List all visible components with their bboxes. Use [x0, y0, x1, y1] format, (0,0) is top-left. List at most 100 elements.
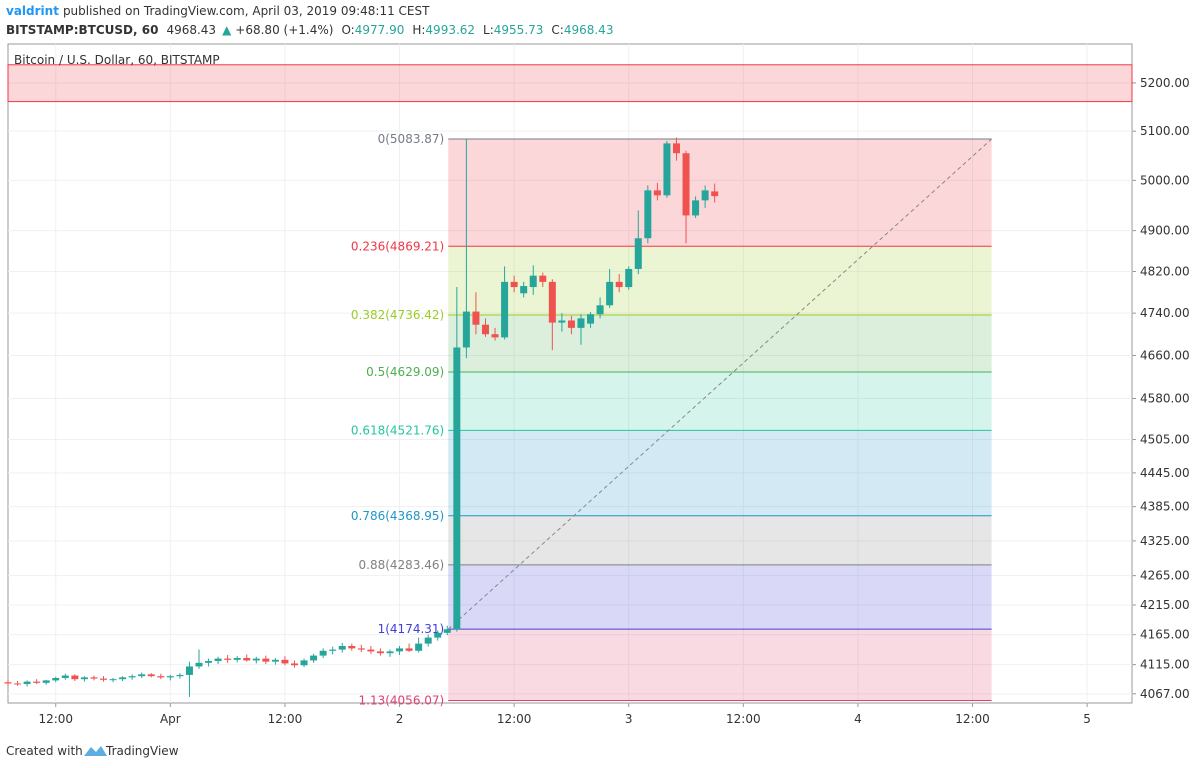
- ohlc-value: 4993.62: [425, 23, 475, 37]
- candle-body: [157, 676, 165, 678]
- y-tick-label: 5000.00: [1140, 173, 1190, 187]
- candle-body: [61, 675, 69, 678]
- fib-zone: [448, 629, 992, 701]
- candle-body: [596, 305, 604, 315]
- candle-body: [415, 643, 423, 651]
- candle-body: [491, 334, 499, 338]
- candle-body: [501, 281, 509, 338]
- footer-brand: TradingView: [105, 744, 179, 758]
- ohlc-value: 4977.90: [355, 23, 405, 37]
- candle-body: [692, 200, 700, 216]
- x-tick-label: Apr: [160, 712, 181, 726]
- candle-body: [711, 191, 719, 197]
- candle-body: [147, 674, 155, 677]
- ohlc-value: 4955.73: [494, 23, 544, 37]
- fib-zone: [448, 564, 992, 630]
- candle-body: [606, 281, 614, 306]
- x-tick-label: 2: [396, 712, 404, 726]
- x-tick-label: 12:00: [268, 712, 303, 726]
- candle-body: [577, 318, 585, 328]
- candle-body: [644, 190, 652, 239]
- x-tick-label: 3: [625, 712, 633, 726]
- candle-body: [128, 676, 136, 678]
- candle-body: [214, 658, 222, 662]
- candle-body: [166, 676, 174, 678]
- candle-body: [14, 683, 22, 685]
- y-tick-label: 5100.00: [1140, 124, 1190, 138]
- ohlc-label: H:: [412, 23, 425, 37]
- y-tick-label: 4580.00: [1140, 392, 1190, 406]
- candle-body: [205, 661, 213, 663]
- fib-zone: [448, 430, 992, 516]
- candle-body: [653, 190, 661, 196]
- candle-body: [367, 649, 375, 652]
- candle-body: [138, 674, 146, 677]
- x-tick-label: 5: [1083, 712, 1091, 726]
- fib-label: 1.13(4056.07): [359, 694, 445, 708]
- fib-label: 1(4174.31): [378, 622, 445, 636]
- fib-label: 0.618(4521.76): [351, 423, 444, 437]
- published: published on TradingView.com, April 03, …: [63, 4, 430, 18]
- user: valdrint: [6, 4, 59, 18]
- footer-created: Created with: [6, 744, 83, 758]
- y-tick-label: 4165.00: [1140, 628, 1190, 642]
- candle-body: [99, 678, 107, 680]
- candle-body: [443, 629, 451, 633]
- candle-body: [701, 190, 709, 201]
- candle-body: [290, 663, 298, 666]
- candle-body: [300, 660, 308, 666]
- candle-body: [233, 658, 241, 660]
- candle-body: [625, 268, 633, 288]
- tv-logo: [84, 746, 107, 756]
- ohlc-label: L:: [483, 23, 494, 37]
- candle-body: [510, 281, 518, 288]
- symbol-line: BITSTAMP:BTCUSD, 60 4968.43 ▲ +68.80 (+1.4%…: [6, 23, 613, 37]
- price-zone: [7, 64, 1133, 103]
- x-tick-label: 4: [854, 712, 862, 726]
- candle-body: [529, 275, 537, 288]
- candle-body: [396, 648, 404, 652]
- candle-body: [376, 651, 384, 654]
- candle-body: [271, 659, 279, 662]
- candle-body: [243, 658, 251, 661]
- candle-body: [520, 286, 528, 294]
- y-tick-label: 4325.00: [1140, 534, 1190, 548]
- last-price: 4968.43: [166, 23, 216, 37]
- candle-body: [453, 347, 461, 630]
- candle-body: [4, 682, 12, 684]
- y-tick-label: 5200.00: [1140, 76, 1190, 90]
- fib-zone: [448, 372, 992, 431]
- fib-zone: [448, 139, 992, 247]
- fib-trend: [447, 138, 992, 630]
- candle-body: [52, 677, 60, 681]
- ohlc-label: O:: [341, 23, 354, 37]
- candle-body: [587, 314, 595, 324]
- candle-body: [682, 153, 690, 216]
- candle-body: [310, 655, 318, 661]
- fib-label: 0.236(4869.21): [351, 239, 444, 253]
- y-tick-label: 4900.00: [1140, 224, 1190, 238]
- candle-body: [80, 677, 88, 680]
- fib-zone: [448, 515, 992, 565]
- fib-label: 0.786(4368.95): [351, 509, 444, 523]
- y-tick-label: 4215.00: [1140, 598, 1190, 612]
- candle-body: [348, 645, 356, 649]
- change: +68.80 (+1.4%): [235, 23, 333, 37]
- candle-body: [634, 238, 642, 269]
- x-tick-label: 12:00: [726, 712, 761, 726]
- y-tick-label: 4385.00: [1140, 500, 1190, 514]
- candle-body: [281, 659, 289, 664]
- y-tick-label: 4505.00: [1140, 433, 1190, 447]
- fib-label: 0(5083.87): [378, 132, 445, 146]
- candle-body: [434, 632, 442, 638]
- candle-body: [672, 143, 680, 154]
- candle-body: [558, 320, 566, 323]
- candle-body: [472, 311, 480, 325]
- up-arrow: ▲: [222, 23, 232, 37]
- candle-body: [252, 658, 260, 661]
- candle-body: [90, 677, 98, 679]
- y-tick-label: 4067.00: [1140, 687, 1190, 701]
- y-tick-label: 4265.00: [1140, 569, 1190, 583]
